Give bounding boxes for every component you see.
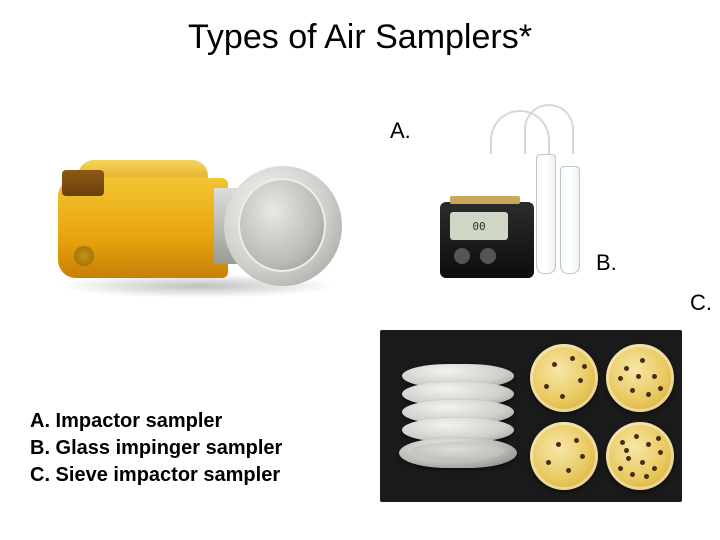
figure-c-colony-spot [652, 466, 657, 471]
figure-c-colony-spot [560, 394, 565, 399]
figure-c-colony-spot [646, 442, 651, 447]
figure-c-colony-spot [634, 434, 639, 439]
figure-c-colony-spot [630, 388, 635, 393]
figure-c-colony-spot [578, 378, 583, 383]
figure-c-colony-spot [570, 356, 575, 361]
figure-c-colony-spot [658, 386, 663, 391]
label-a: A. [390, 118, 411, 144]
figure-c-petri-dish [530, 344, 598, 412]
legend-item-a: A. Impactor sampler [30, 408, 282, 435]
figure-a-control-panel [62, 170, 104, 196]
figure-c-colony-spot [630, 472, 635, 477]
figure-b-knob [480, 248, 496, 264]
figure-a-sampling-head [224, 166, 342, 286]
figure-c-base-plate [399, 438, 517, 468]
figure-c-colony-spot [640, 460, 645, 465]
figure-b-impinger-tube [560, 166, 580, 274]
figure-c-colony-spot [640, 358, 645, 363]
figure-c-colony-spot [556, 442, 561, 447]
figure-c-colony-spot [552, 362, 557, 367]
slide-title: Types of Air Samplers* [0, 18, 720, 57]
figure-b-glass-impinger: 00 [424, 96, 590, 284]
figure-c-colony-spot [624, 448, 629, 453]
figure-c-colony-spot [566, 468, 571, 473]
figure-c-petri-dish [606, 344, 674, 412]
figure-c-colony-spot [580, 454, 585, 459]
figure-c-colony-spot [644, 474, 649, 479]
legend-item-c: C. Sieve impactor sampler [30, 462, 282, 489]
figure-c-colony-spot [618, 376, 623, 381]
figure-a-logo [74, 246, 94, 266]
figure-b-label-strip [450, 196, 520, 204]
figure-c-plate-stack [402, 364, 514, 476]
legend-item-b: B. Glass impinger sampler [30, 435, 282, 462]
figure-c-colony-spot [544, 384, 549, 389]
figure-c-colony-spot [618, 466, 623, 471]
figure-c-colony-spot [646, 392, 651, 397]
figure-c-sieve-impactor [380, 330, 682, 502]
figure-c-colony-spot [574, 438, 579, 443]
figure-b-impinger-tube [536, 154, 556, 274]
figure-c-colony-spot [652, 374, 657, 379]
figure-c-colony-spot [582, 364, 587, 369]
figure-b-tube [524, 104, 574, 154]
figure-c-petri-dish [530, 422, 598, 490]
figure-c-colony-spot [546, 460, 551, 465]
label-b: B. [596, 250, 617, 276]
figure-a-impactor-sampler [18, 118, 378, 308]
figure-c-colony-spot [624, 366, 629, 371]
figure-c-petri-dish [606, 422, 674, 490]
figure-c-colony-spot [620, 440, 625, 445]
label-c: C. [690, 290, 712, 316]
figure-c-colony-spot [656, 436, 661, 441]
figure-b-screen: 00 [450, 212, 508, 240]
legend-list: A. Impactor sampler B. Glass impinger sa… [30, 408, 282, 489]
figure-c-colony-spot [626, 456, 631, 461]
figure-c-colony-spot [658, 450, 663, 455]
figure-b-knob [454, 248, 470, 264]
figure-c-colony-spot [636, 374, 641, 379]
